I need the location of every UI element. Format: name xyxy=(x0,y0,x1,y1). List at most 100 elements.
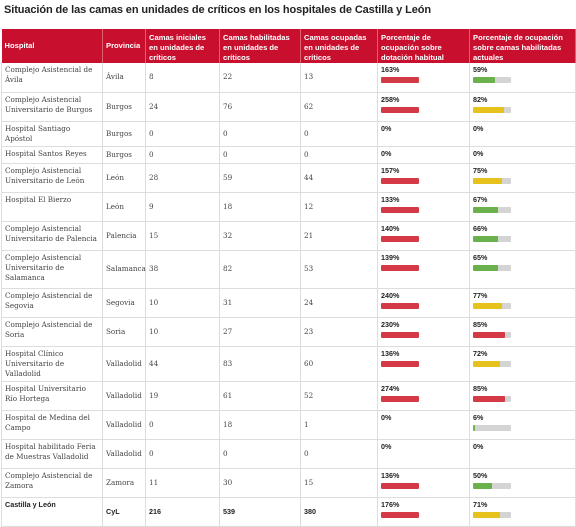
hospital-cell: Complejo Asistencial Universitario de Sa… xyxy=(1,250,103,289)
pct-dotacion-cell: 258% xyxy=(377,92,470,122)
ocupadas-cell: 0 xyxy=(300,439,378,469)
pct-habilitadas-cell: 72% xyxy=(469,346,576,382)
ocupadas-cell: 62 xyxy=(300,92,378,122)
pct-dotacion-cell-bar xyxy=(381,302,419,309)
pct-habilitadas-cell-label: 65% xyxy=(473,252,488,262)
pct-dotacion-cell-bar-fill xyxy=(381,264,419,271)
hospital-cell: Complejo Asistencial de Segovia xyxy=(1,288,103,318)
pct-habilitadas-cell: 71% xyxy=(469,497,576,527)
pct-habilitadas-cell: 65% xyxy=(469,250,576,289)
pct-habilitadas-cell-bar-fill xyxy=(473,106,505,113)
pct-dotacion-cell-label: 0% xyxy=(381,441,392,451)
provincia-cell: CyL xyxy=(102,497,146,527)
pct-habilitadas-cell-bar-fill xyxy=(473,206,499,213)
pct-dotacion-cell-bar xyxy=(381,331,419,338)
pct-habilitadas-cell: 85% xyxy=(469,317,576,347)
header-ocupadas: Camas ocupadas en unidades de críticos xyxy=(300,29,378,63)
iniciales-cell: 0 xyxy=(145,410,220,440)
provincia-cell: Valladolid xyxy=(102,410,146,440)
pct-dotacion-cell-bar xyxy=(381,395,419,402)
pct-dotacion-cell-bar xyxy=(381,106,419,113)
pct-dotacion-cell: 136% xyxy=(377,346,470,382)
pct-dotacion-cell-bar-fill xyxy=(381,106,419,113)
iniciales-cell: 0 xyxy=(145,439,220,469)
pct-dotacion-cell-label: 240% xyxy=(381,290,400,300)
pct-habilitadas-cell: 6% xyxy=(469,410,576,440)
pct-dotacion-cell-label: 274% xyxy=(381,383,400,393)
ocupadas-cell: 380 xyxy=(300,497,378,527)
hospital-cell: Hospital de Medina del Campo xyxy=(1,410,103,440)
pct-habilitadas-cell-bar xyxy=(473,264,511,271)
pct-habilitadas-cell-label: 0% xyxy=(473,441,484,451)
pct-habilitadas-cell-bar xyxy=(473,331,511,338)
pct-dotacion-cell-label: 136% xyxy=(381,470,400,480)
pct-habilitadas-cell-label: 0% xyxy=(473,123,484,133)
pct-dotacion-cell-label: 157% xyxy=(381,165,400,175)
ocupadas-cell: 0 xyxy=(300,121,378,147)
pct-habilitadas-cell-bar xyxy=(473,424,511,431)
pct-habilitadas-cell-bar xyxy=(473,395,511,402)
pct-dotacion-cell-bar xyxy=(381,482,419,489)
iniciales-cell: 11 xyxy=(145,468,220,498)
ocupadas-cell: 23 xyxy=(300,317,378,347)
hospital-cell: Complejo Asistencial de Soria xyxy=(1,317,103,347)
pct-habilitadas-cell-bar xyxy=(473,206,511,213)
provincia-cell: León xyxy=(102,192,146,222)
header-pct-dotacion: Porcentaje de ocupación sobre dotación h… xyxy=(377,29,470,63)
table-total-row: Castilla y León CyL 216 539 380 176% 71% xyxy=(1,497,576,527)
table-row: Hospital El Bierzo León 9 18 12 133% 67% xyxy=(1,192,576,222)
pct-dotacion-cell-bar-fill xyxy=(381,206,419,213)
pct-dotacion-cell: 139% xyxy=(377,250,470,289)
ocupadas-cell: 53 xyxy=(300,250,378,289)
pct-dotacion-cell-bar xyxy=(381,235,419,242)
ocupadas-cell: 13 xyxy=(300,63,378,93)
table-row: Complejo Asistencial de Segovia Segovia 10… xyxy=(1,288,576,318)
provincia-cell: Valladolid xyxy=(102,381,146,411)
pct-habilitadas-cell-bar xyxy=(473,302,511,309)
pct-dotacion-cell: 140% xyxy=(377,221,470,251)
header-pct-habilitadas: Porcentaje de ocupación sobre camas habi… xyxy=(469,29,576,63)
pct-habilitadas-cell-bar xyxy=(473,511,511,518)
table-row: Complejo Asistencial de Ávila Ávila 8 22 13 1… xyxy=(1,63,576,93)
pct-dotacion-cell-label: 140% xyxy=(381,223,400,233)
iniciales-cell: 8 xyxy=(145,63,220,93)
iniciales-cell: 10 xyxy=(145,317,220,347)
pct-dotacion-cell-bar xyxy=(381,264,419,271)
pct-habilitadas-cell: 82% xyxy=(469,92,576,122)
pct-habilitadas-cell: 0% xyxy=(469,146,576,164)
pct-habilitadas-cell: 75% xyxy=(469,163,576,193)
table-row: Complejo Asistencial Universitario de Sa… xyxy=(1,250,576,289)
iniciales-cell: 28 xyxy=(145,163,220,193)
hospital-cell: Complejo Asistencial de Zamora xyxy=(1,468,103,498)
pct-habilitadas-cell-label: 82% xyxy=(473,94,488,104)
table-row: Hospital Santiago Apóstol Burgos 0 0 0 0% 0% xyxy=(1,121,576,147)
beds-table: Hospital Provincia Camas iniciales en un… xyxy=(1,29,576,527)
habilitadas-cell: 27 xyxy=(219,317,301,347)
pct-dotacion-cell-bar xyxy=(381,177,419,184)
provincia-cell: Salamanca xyxy=(102,250,146,289)
hospital-cell: Complejo Asistencial de Ávila xyxy=(1,63,103,93)
pct-habilitadas-cell-bar-fill xyxy=(473,511,500,518)
page-title: Situación de las camas en unidades de cr… xyxy=(4,4,431,16)
hospital-cell: Hospital Santiago Apóstol xyxy=(1,121,103,147)
pct-dotacion-cell: 136% xyxy=(377,468,470,498)
habilitadas-cell: 30 xyxy=(219,468,301,498)
pct-dotacion-cell-bar-fill xyxy=(381,331,419,338)
pct-dotacion-cell-label: 258% xyxy=(381,94,400,104)
pct-habilitadas-cell: 85% xyxy=(469,381,576,411)
ocupadas-cell: 60 xyxy=(300,346,378,382)
table-row: Hospital habilitado Feria de Muestras Va… xyxy=(1,439,576,469)
hospital-cell: Complejo Asistencial Universitario de Pa… xyxy=(1,221,103,251)
pct-dotacion-cell-bar-fill xyxy=(381,511,419,518)
pct-dotacion-cell: 230% xyxy=(377,317,470,347)
pct-habilitadas-cell-bar xyxy=(473,177,511,184)
table-row: Complejo Asistencial Universitario de Bu… xyxy=(1,92,576,122)
pct-dotacion-cell: 0% xyxy=(377,121,470,147)
pct-habilitadas-cell: 66% xyxy=(469,221,576,251)
pct-habilitadas-cell-label: 6% xyxy=(473,412,484,422)
iniciales-cell: 0 xyxy=(145,146,220,164)
pct-dotacion-cell: 133% xyxy=(377,192,470,222)
pct-dotacion-cell: 0% xyxy=(377,439,470,469)
iniciales-cell: 15 xyxy=(145,221,220,251)
table-header-row: Hospital Provincia Camas iniciales en un… xyxy=(1,29,576,63)
